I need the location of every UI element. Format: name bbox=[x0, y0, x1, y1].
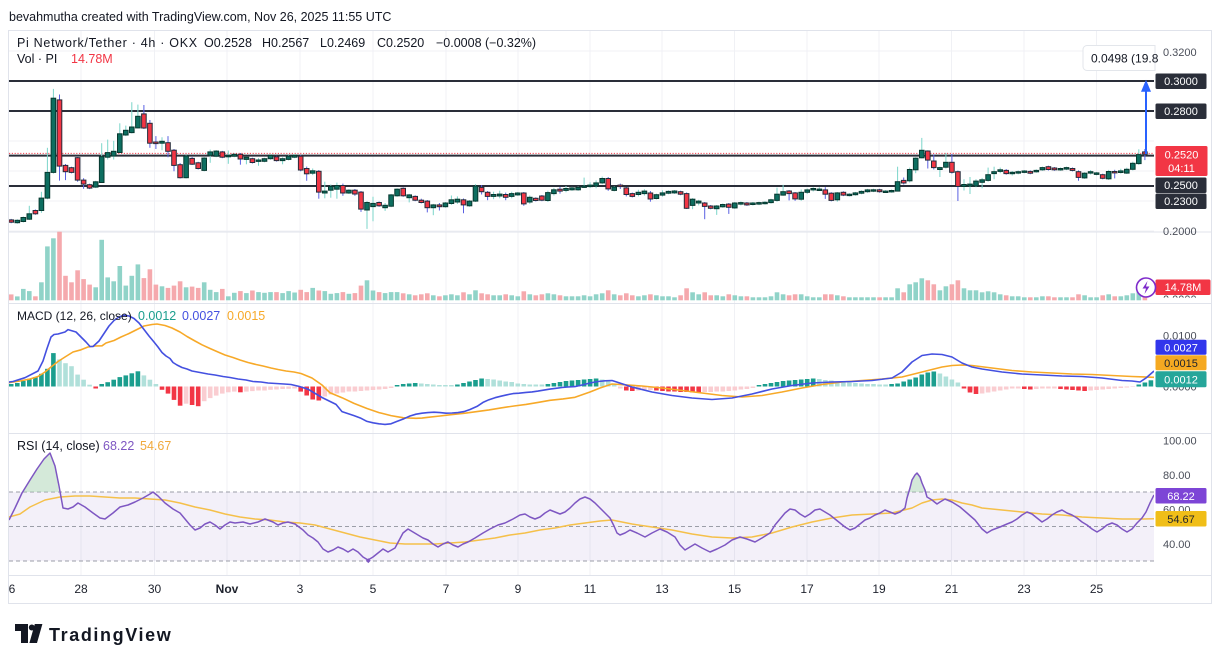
svg-text:17: 17 bbox=[800, 582, 814, 596]
svg-text:bevahmutha created with Tradin: bevahmutha created with TradingView.com,… bbox=[9, 10, 391, 24]
svg-text:40.00: 40.00 bbox=[1163, 539, 1191, 551]
svg-text:0.2800: 0.2800 bbox=[1164, 106, 1198, 118]
svg-text:0.2000: 0.2000 bbox=[1163, 226, 1197, 238]
svg-text:9: 9 bbox=[515, 582, 522, 596]
svg-text:04:11: 04:11 bbox=[1168, 163, 1195, 175]
svg-text:30: 30 bbox=[148, 582, 162, 596]
svg-text:7: 7 bbox=[443, 582, 450, 596]
svg-text:0.2500: 0.2500 bbox=[1164, 180, 1198, 192]
svg-text:28: 28 bbox=[74, 582, 88, 596]
svg-text:0.0015: 0.0015 bbox=[1164, 358, 1198, 370]
svg-text:15: 15 bbox=[728, 582, 742, 596]
svg-text:0.2520: 0.2520 bbox=[1165, 150, 1199, 162]
svg-text:100.00: 100.00 bbox=[1163, 435, 1197, 447]
svg-text:0.0000: 0.0000 bbox=[1163, 294, 1197, 306]
svg-text:68.22: 68.22 bbox=[1167, 491, 1195, 503]
svg-text:19: 19 bbox=[872, 582, 886, 596]
svg-text:5: 5 bbox=[370, 582, 377, 596]
svg-text:0.3000: 0.3000 bbox=[1164, 76, 1198, 88]
svg-text:0.0100: 0.0100 bbox=[1163, 330, 1197, 342]
svg-text:11: 11 bbox=[584, 582, 597, 596]
svg-text:23: 23 bbox=[1017, 582, 1031, 596]
svg-text:25: 25 bbox=[1090, 582, 1104, 596]
svg-text:80.00: 80.00 bbox=[1163, 470, 1191, 482]
svg-text:0.0498 (19.8: 0.0498 (19.8 bbox=[1091, 52, 1159, 66]
svg-text:0.2300: 0.2300 bbox=[1164, 196, 1198, 208]
svg-text:6: 6 bbox=[9, 582, 16, 596]
svg-text:13: 13 bbox=[655, 582, 669, 596]
svg-text:3: 3 bbox=[297, 582, 304, 596]
svg-text:0.0012: 0.0012 bbox=[1164, 374, 1198, 386]
svg-text:14.78M: 14.78M bbox=[1165, 282, 1202, 294]
svg-text:0.3200: 0.3200 bbox=[1163, 47, 1197, 59]
svg-text:Nov: Nov bbox=[216, 582, 239, 596]
svg-text:54.67: 54.67 bbox=[1167, 514, 1195, 526]
svg-text:0.0027: 0.0027 bbox=[1164, 342, 1198, 354]
svg-text:21: 21 bbox=[945, 582, 959, 596]
svg-text:TradingView: TradingView bbox=[49, 625, 172, 645]
